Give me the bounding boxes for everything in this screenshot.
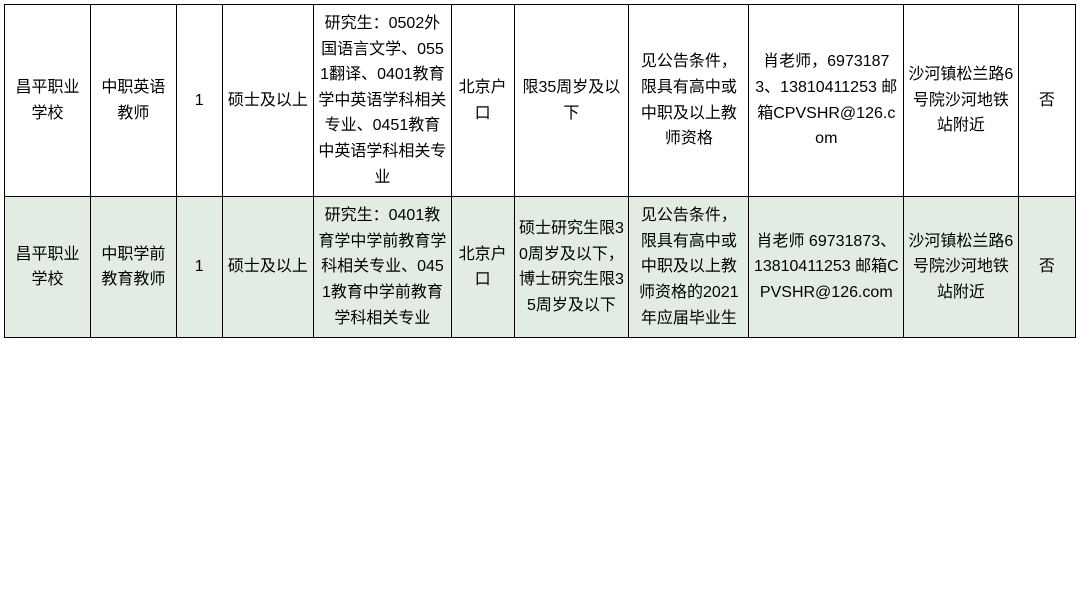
cell-flag: 否 xyxy=(1018,197,1075,338)
cell-age: 限35周岁及以下 xyxy=(514,5,629,197)
table-body: 昌平职业学校 中职英语教师 1 硕士及以上 研究生：0502外国语言文学、055… xyxy=(5,5,1076,338)
cell-position: 中职学前教育教师 xyxy=(90,197,176,338)
cell-major: 研究生：0502外国语言文学、0551翻译、0401教育学中英语学科相关专业、0… xyxy=(314,5,451,197)
cell-requirement: 见公告条件，限具有高中或中职及以上教师资格的2021年应届毕业生 xyxy=(629,197,749,338)
recruitment-table: 昌平职业学校 中职英语教师 1 硕士及以上 研究生：0502外国语言文学、055… xyxy=(4,4,1076,338)
cell-age: 硕士研究生限30周岁及以下，博士研究生限35周岁及以下 xyxy=(514,197,629,338)
cell-count: 1 xyxy=(176,197,222,338)
cell-school: 昌平职业学校 xyxy=(5,5,91,197)
table-row: 昌平职业学校 中职英语教师 1 硕士及以上 研究生：0502外国语言文学、055… xyxy=(5,5,1076,197)
cell-requirement: 见公告条件，限具有高中或中职及以上教师资格 xyxy=(629,5,749,197)
cell-address: 沙河镇松兰路6号院沙河地铁站附近 xyxy=(904,197,1019,338)
cell-address: 沙河镇松兰路6号院沙河地铁站附近 xyxy=(904,5,1019,197)
cell-position: 中职英语教师 xyxy=(90,5,176,197)
cell-contact: 肖老师 69731873、13810411253 邮箱CPVSHR@126.co… xyxy=(749,197,904,338)
cell-hukou: 北京户口 xyxy=(451,5,514,197)
cell-count: 1 xyxy=(176,5,222,197)
cell-hukou: 北京户口 xyxy=(451,197,514,338)
cell-contact: 肖老师，69731873、13810411253 邮箱CPVSHR@126.co… xyxy=(749,5,904,197)
cell-degree: 硕士及以上 xyxy=(222,197,314,338)
cell-school: 昌平职业学校 xyxy=(5,197,91,338)
cell-degree: 硕士及以上 xyxy=(222,5,314,197)
table-row: 昌平职业学校 中职学前教育教师 1 硕士及以上 研究生：0401教育学中学前教育… xyxy=(5,197,1076,338)
cell-flag: 否 xyxy=(1018,5,1075,197)
cell-major: 研究生：0401教育学中学前教育学科相关专业、0451教育中学前教育学科相关专业 xyxy=(314,197,451,338)
